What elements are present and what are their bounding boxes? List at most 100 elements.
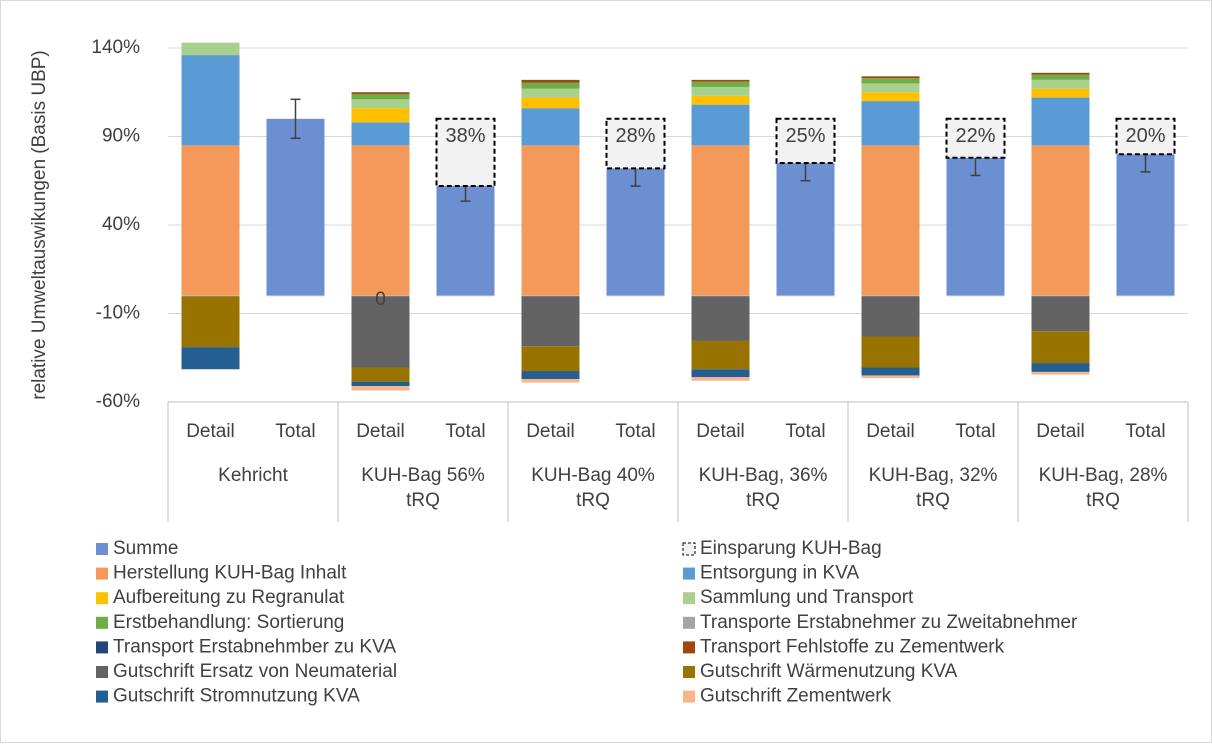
bar-segment bbox=[521, 378, 580, 383]
bar-segment bbox=[861, 375, 920, 379]
x-tick-label: Detail bbox=[186, 421, 235, 442]
legend-swatch bbox=[683, 690, 695, 703]
legend-swatch bbox=[683, 567, 695, 580]
bar-segment bbox=[691, 79, 750, 82]
legend-label: Herstellung KUH-Bag Inhalt bbox=[113, 563, 347, 584]
data-label: 22% bbox=[955, 125, 995, 147]
bar-segment bbox=[861, 101, 920, 146]
x-tick-label: Detail bbox=[1036, 421, 1085, 442]
bar-segment bbox=[351, 295, 410, 368]
x-tick-label: Total bbox=[785, 421, 825, 442]
legend-swatch bbox=[96, 690, 108, 703]
bar-segment bbox=[521, 97, 580, 109]
bar-segment bbox=[1031, 145, 1090, 296]
legend-label: Entsorgung in KVA bbox=[700, 563, 859, 584]
data-label: 25% bbox=[785, 125, 825, 147]
legend-swatch bbox=[683, 592, 695, 605]
bar-segment bbox=[775, 117, 836, 165]
bar-segment bbox=[691, 369, 750, 378]
x-tick-label: Total bbox=[445, 421, 485, 442]
legend-swatch bbox=[683, 641, 695, 654]
legend-swatch bbox=[96, 666, 108, 678]
bar-segment bbox=[1031, 295, 1090, 332]
bar-segment bbox=[691, 145, 750, 296]
legend-swatch bbox=[96, 543, 108, 555]
bar-segment bbox=[946, 157, 1005, 296]
bar-segment bbox=[181, 42, 240, 56]
bar-segment bbox=[351, 122, 410, 146]
group-label: KUH-Bag, 36% tRQ bbox=[698, 465, 828, 511]
bar-segment bbox=[861, 76, 920, 79]
bar-segment bbox=[691, 86, 750, 96]
legend-swatch bbox=[683, 616, 695, 629]
bar-segment bbox=[521, 88, 580, 98]
group-label-box: KUH-Bag, 36% tRQ bbox=[698, 465, 828, 511]
bar-segment bbox=[181, 145, 240, 296]
bar-segment bbox=[521, 108, 580, 146]
bar-segment bbox=[691, 104, 750, 146]
legend-label: Gutschrift Zementwerk bbox=[700, 686, 892, 707]
legend-swatch bbox=[96, 592, 108, 605]
bar-segment bbox=[1116, 154, 1175, 296]
bar-segment bbox=[861, 336, 920, 368]
data-label: 20% bbox=[1125, 125, 1165, 147]
group-label: KUH-Bag 40% tRQ bbox=[531, 465, 655, 511]
x-tick-label: Detail bbox=[356, 421, 405, 442]
bar-segment bbox=[945, 117, 1006, 159]
legend-label: Gutschrift Wärmenutzung KVA bbox=[700, 661, 958, 682]
legend-swatch bbox=[96, 616, 108, 629]
bar-segment bbox=[1031, 331, 1090, 364]
x-tick-label: Total bbox=[1125, 421, 1165, 442]
bar-segment bbox=[1031, 363, 1090, 372]
bar-segment bbox=[691, 377, 750, 381]
legend-swatch bbox=[682, 542, 696, 556]
legend-label: Aufbereitung zu Regranulat bbox=[113, 587, 345, 608]
bar-segment bbox=[521, 371, 580, 379]
bar-segment bbox=[861, 78, 920, 84]
bar-segment bbox=[181, 295, 240, 348]
bar-segment bbox=[861, 92, 920, 102]
y-axis-label: relative Umweltauswikungen (Basis UBP) bbox=[29, 50, 50, 400]
x-tick-label: Detail bbox=[526, 421, 575, 442]
bar-segment bbox=[861, 83, 920, 93]
bar-segment bbox=[351, 99, 410, 109]
bar-segment bbox=[181, 347, 240, 370]
bar-segment bbox=[1031, 72, 1090, 75]
bar-segment bbox=[861, 367, 920, 376]
x-tick-label: Total bbox=[955, 421, 995, 442]
legend-label: Transport Erstabnehmber zu KVA bbox=[113, 636, 396, 657]
bar-segment bbox=[351, 108, 410, 123]
bar-segment bbox=[776, 163, 835, 296]
x-tick-label: Detail bbox=[866, 421, 915, 442]
bar-segment bbox=[351, 145, 410, 296]
bar-segment bbox=[181, 55, 240, 146]
bar-segment bbox=[861, 295, 920, 337]
bar-segment bbox=[521, 145, 580, 296]
bar-segment bbox=[351, 94, 410, 100]
bar-segment bbox=[521, 82, 580, 89]
group-label-box: KUH-Bag 56% tRQ bbox=[361, 465, 485, 511]
bar-segment bbox=[1031, 97, 1090, 146]
x-tick-label: Detail bbox=[696, 421, 745, 442]
group-label: Kehricht bbox=[218, 465, 288, 486]
x-tick-label: Total bbox=[275, 421, 315, 442]
data-label: 28% bbox=[615, 125, 655, 147]
bar-segment bbox=[351, 367, 410, 382]
group-label: KUH-Bag 56% tRQ bbox=[361, 465, 485, 511]
legend-swatch bbox=[96, 567, 108, 580]
bar-segment bbox=[1115, 117, 1176, 156]
bar-segment bbox=[605, 117, 666, 170]
legend-label: Transport Fehlstoffe zu Zementwerk bbox=[700, 636, 1005, 657]
legend-label: Sammlung und Transport bbox=[700, 587, 914, 608]
bar-segment bbox=[1031, 74, 1090, 80]
legend-label: Erstbehandlung: Sortierung bbox=[113, 612, 344, 633]
group-label: KUH-Bag, 28% tRQ bbox=[1038, 465, 1168, 511]
legend-label: Transporte Erstabnehmer zu Zweitabnehmer bbox=[700, 612, 1078, 633]
legend-label: Summe bbox=[113, 538, 178, 559]
bar-segment bbox=[691, 340, 750, 370]
group-label-box: Kehricht bbox=[218, 465, 288, 486]
legend-label: Gutschrift Stromnutzung KVA bbox=[113, 686, 360, 707]
bar-segment bbox=[521, 295, 580, 347]
legend-swatch bbox=[96, 641, 108, 654]
bar-segment bbox=[1031, 88, 1090, 98]
